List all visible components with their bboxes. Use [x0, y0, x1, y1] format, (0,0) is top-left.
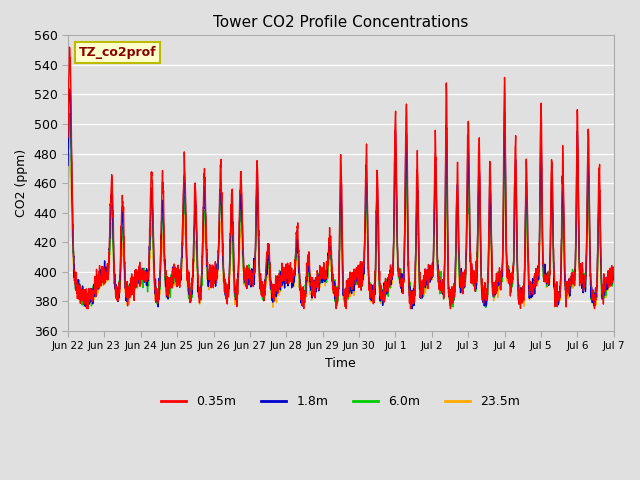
Title: Tower CO2 Profile Concentrations: Tower CO2 Profile Concentrations — [213, 15, 468, 30]
Legend: 0.35m, 1.8m, 6.0m, 23.5m: 0.35m, 1.8m, 6.0m, 23.5m — [156, 390, 525, 413]
Text: TZ_co2prof: TZ_co2prof — [79, 46, 157, 59]
X-axis label: Time: Time — [326, 357, 356, 370]
Y-axis label: CO2 (ppm): CO2 (ppm) — [15, 149, 28, 217]
